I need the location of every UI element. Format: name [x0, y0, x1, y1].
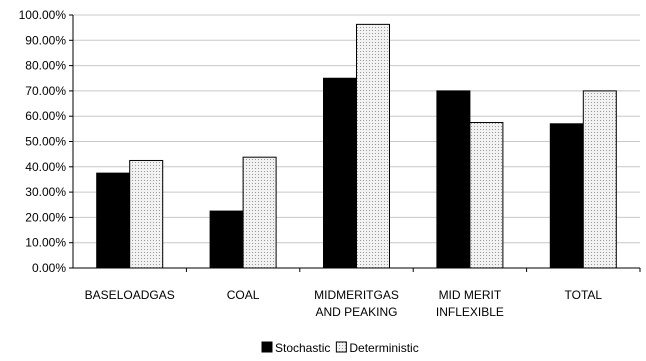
y-tick-label: 10.00% — [25, 236, 66, 250]
legend-swatch-stochastic — [262, 342, 272, 352]
category-label: INFLEXIBLE — [436, 305, 504, 319]
bar-stochastic-3 — [437, 91, 470, 268]
bar-stochastic-0 — [97, 173, 130, 268]
y-tick-label: 100.00% — [19, 8, 67, 22]
legend-label-stochastic: Stochastic — [275, 341, 330, 355]
bar-deterministic-0 — [130, 160, 163, 268]
y-tick-label: 90.00% — [25, 33, 66, 47]
category-label: TOTAL — [565, 288, 603, 302]
y-tick-label: 30.00% — [25, 185, 66, 199]
bar-deterministic-4 — [583, 91, 616, 268]
y-tick-label: 60.00% — [25, 109, 66, 123]
bar-deterministic-2 — [357, 24, 390, 268]
legend: Stochastic Deterministic — [262, 341, 419, 355]
bar-stochastic-1 — [210, 211, 243, 268]
y-tick-label: 80.00% — [25, 59, 66, 73]
bar-stochastic-2 — [324, 78, 357, 268]
category-labels: BASELOADGAS COAL MIDMERITGAS AND PEAKING MID… — [85, 288, 603, 319]
bar-deterministic-3 — [470, 123, 503, 268]
y-tick-label: 40.00% — [25, 160, 66, 174]
y-tick-label: 50.00% — [25, 135, 66, 149]
y-tick-label: 0.00% — [32, 261, 66, 275]
legend-label-deterministic: Deterministic — [349, 341, 418, 355]
category-label: MID MERIT — [439, 288, 502, 302]
y-tick-label: 70.00% — [25, 84, 66, 98]
category-label: AND PEAKING — [315, 305, 397, 319]
category-label: BASELOADGAS — [85, 288, 175, 302]
bars — [97, 24, 617, 268]
y-tick-labels: 0.00% 10.00% 20.00% 30.00% 40.00% 50.00% 60.00… — [19, 8, 67, 275]
y-tick-label: 20.00% — [25, 210, 66, 224]
category-label: COAL — [227, 288, 260, 302]
category-label: MIDMERITGAS — [314, 288, 399, 302]
legend-swatch-deterministic — [336, 342, 346, 352]
bar-stochastic-4 — [550, 124, 583, 268]
bar-deterministic-1 — [243, 157, 276, 268]
